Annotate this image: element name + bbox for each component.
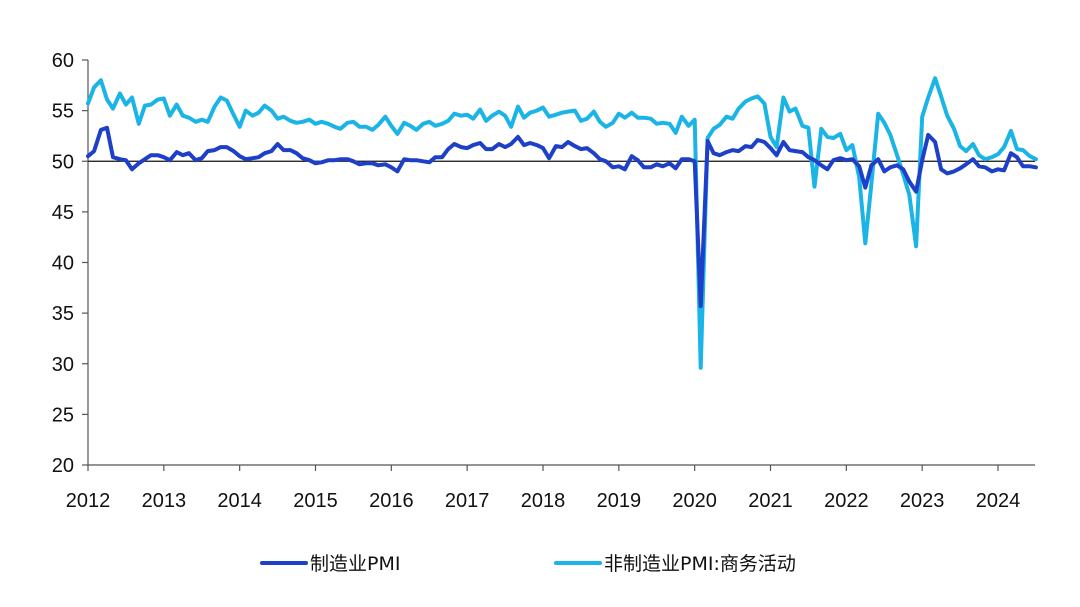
x-tick-label: 2012 (66, 490, 111, 512)
x-tick-label: 2016 (369, 490, 414, 512)
x-tick-label: 2020 (672, 490, 717, 512)
legend: 制造业PMI 非制造业PMI:商务活动 (260, 553, 796, 575)
x-tick-label: 2017 (445, 490, 490, 512)
x-tick-label: 2018 (521, 490, 566, 512)
series-layer (86, 76, 1038, 370)
series-line-1 (86, 76, 1038, 370)
x-tick-label: 2013 (142, 490, 187, 512)
y-tick-label: 40 (52, 253, 74, 275)
x-tick-label: 2023 (900, 490, 945, 512)
y-tick-label: 25 (52, 404, 74, 426)
y-tick-label: 35 (52, 303, 74, 325)
y-tick-label: 50 (52, 151, 74, 173)
series-line-0 (86, 125, 1038, 308)
y-tick-label: 45 (52, 202, 74, 224)
y-tick-label: 55 (52, 101, 74, 123)
x-tick-label: 2014 (217, 490, 262, 512)
x-tick-label: 2022 (824, 490, 869, 512)
y-tick-label: 20 (52, 455, 74, 477)
legend-label-0: 制造业PMI (310, 553, 400, 575)
x-tick-label: 2021 (748, 490, 793, 512)
axes: 60 55 50 45 40 35 30 25 20 2012 2013 2014 2015 2016 20… (52, 50, 1035, 512)
x-tick-label: 2024 (976, 490, 1021, 512)
y-tick-label: 60 (52, 50, 74, 72)
legend-label-1: 非制造业PMI:商务活动 (604, 553, 796, 575)
y-tick-label: 30 (52, 354, 74, 376)
x-tick-label: 2015 (293, 490, 338, 512)
x-tick-label: 2019 (597, 490, 642, 512)
